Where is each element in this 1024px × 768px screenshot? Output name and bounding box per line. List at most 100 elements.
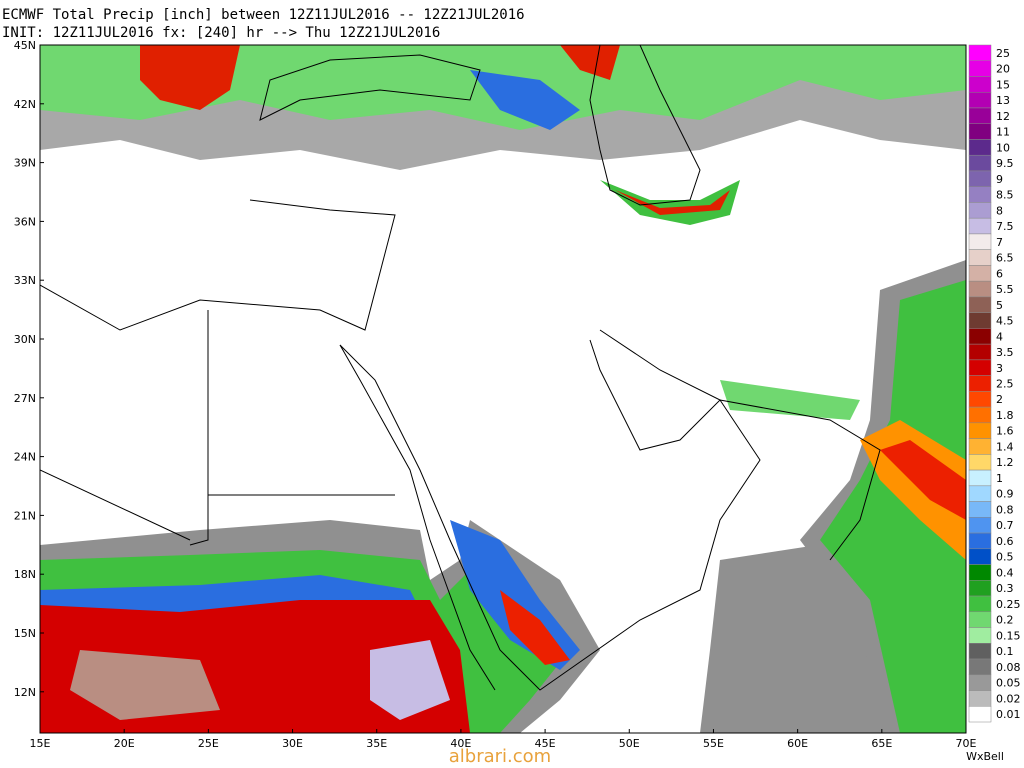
- colorbar-swatch: [968, 548, 992, 565]
- colorbar-swatch: [968, 690, 992, 707]
- colorbar-swatch: [968, 186, 992, 203]
- latitude-label: 24N: [14, 451, 36, 464]
- colorbar-swatch: [968, 422, 992, 439]
- map: [39, 44, 967, 734]
- colorbar-swatch: [968, 280, 992, 298]
- colorbar-label: 0.02: [996, 692, 1021, 705]
- colorbar-label: 10: [996, 141, 1010, 154]
- colorbar-label: 0.2: [996, 614, 1014, 627]
- colorbar-label: 0.5: [996, 551, 1014, 564]
- colorbar-label: 6.5: [996, 252, 1014, 265]
- border: [40, 310, 395, 546]
- longitude-label: 30E: [282, 737, 303, 750]
- latitude-label: 45N: [14, 39, 36, 52]
- colorbar-label: 1: [996, 472, 1003, 485]
- colorbar-swatch: [968, 296, 992, 313]
- longitude-label: 45E: [535, 737, 556, 750]
- colorbar-swatch: [968, 643, 992, 660]
- colorbar-label: 0.7: [996, 519, 1014, 532]
- latitude-label: 39N: [14, 157, 36, 170]
- colorbar-label: 8: [996, 204, 1003, 217]
- colorbar-label: 0.05: [996, 677, 1021, 690]
- colorbar-swatch: [968, 154, 992, 172]
- longitude-label: 40E: [450, 737, 471, 750]
- longitude-label: 65E: [871, 737, 892, 750]
- colorbar-swatch: [968, 438, 992, 455]
- colorbar-swatch: [968, 469, 992, 487]
- colorbar-swatch: [968, 532, 992, 550]
- colorbar-swatch: [968, 249, 992, 266]
- colorbar-label: 5.5: [996, 283, 1014, 296]
- colorbar-swatch: [968, 60, 992, 77]
- colorbar-swatch: [968, 611, 992, 628]
- coastline: [589, 45, 701, 206]
- colorbar-swatch: [968, 233, 992, 250]
- watermark: albrari.com: [449, 746, 551, 767]
- colorbar-swatch: [968, 580, 992, 597]
- colorbar-label: 7.5: [996, 220, 1014, 233]
- precip-area: [470, 70, 580, 130]
- precip-area: [70, 650, 220, 720]
- colorbar-swatch: [968, 454, 992, 471]
- precip-area: [820, 280, 966, 733]
- colorbar-label: 9.5: [996, 157, 1014, 170]
- colorbar-label: 0.08: [996, 661, 1021, 674]
- colorbar-label: 3.5: [996, 346, 1014, 359]
- colorbar-swatch: [968, 485, 992, 502]
- colorbar-swatch: [968, 343, 992, 361]
- colorbar-label: 0.4: [996, 566, 1014, 579]
- precip-field: [40, 45, 966, 733]
- precip-area: [880, 440, 966, 520]
- colorbar-swatch: [968, 706, 992, 723]
- colorbar-label: 0.8: [996, 503, 1014, 516]
- colorbar-swatch: [968, 202, 992, 219]
- colorbar-label: 4.5: [996, 315, 1014, 328]
- longitude-label: 70E: [956, 737, 977, 750]
- coastline: [259, 54, 481, 121]
- colorbar-label: 9: [996, 173, 1003, 186]
- subtitle: INIT: 12Z11JUL2016 fx: [240] hr --> Thu …: [2, 25, 440, 41]
- precip-area: [615, 190, 730, 215]
- latitude-label: 12N: [14, 686, 36, 699]
- colorbar-swatch: [968, 375, 992, 392]
- coastline: [599, 329, 881, 561]
- colorbar-label: 5: [996, 299, 1003, 312]
- latitude-label: 36N: [14, 215, 36, 228]
- latitude-label: 15N: [14, 627, 36, 640]
- longitude-label: 15E: [30, 737, 51, 750]
- precip-area: [140, 45, 240, 110]
- latitude-label: 18N: [14, 568, 36, 581]
- colorbar-swatch: [968, 170, 992, 187]
- latitude-label: 30N: [14, 333, 36, 346]
- title: ECMWF Total Precip [inch] between 12Z11J…: [2, 7, 525, 23]
- brand: WxBell: [966, 750, 1004, 763]
- precip-area: [500, 590, 570, 665]
- colorbar-label: 1.6: [996, 425, 1014, 438]
- colorbar-swatch: [968, 76, 992, 93]
- colorbar-label: 25: [996, 47, 1010, 60]
- colorbar-swatch: [968, 107, 992, 124]
- colorbar-swatch: [968, 217, 992, 235]
- colorbar-swatch: [968, 406, 992, 424]
- colorbar-swatch: [968, 391, 992, 408]
- longitude-label: 50E: [619, 737, 640, 750]
- map-frame: [39, 44, 967, 734]
- colorbar-swatch: [968, 359, 992, 376]
- colorbar-swatch: [968, 595, 992, 613]
- colorbar-label: 0.1: [996, 645, 1014, 658]
- longitude-axis: 15E 20E 25E 30E 35E 40E 45E 50E 55E 60E 65E 70E: [30, 729, 977, 750]
- longitude-label: 60E: [787, 737, 808, 750]
- colorbar-label: 0.6: [996, 535, 1014, 548]
- colorbar-swatch: [968, 44, 992, 61]
- latitude-label: 42N: [14, 98, 36, 111]
- longitude-label: 25E: [198, 737, 219, 750]
- colorbar-label: 6: [996, 267, 1003, 280]
- colorbar-label: 0.25: [996, 598, 1021, 611]
- precip-area: [370, 640, 450, 720]
- colorbar-label: 1.4: [996, 440, 1014, 453]
- colorbar-label: 2.5: [996, 378, 1014, 391]
- colorbar-swatch: [968, 501, 992, 518]
- colorbar-label: 0.15: [996, 629, 1021, 642]
- latitude-label: 21N: [14, 509, 36, 522]
